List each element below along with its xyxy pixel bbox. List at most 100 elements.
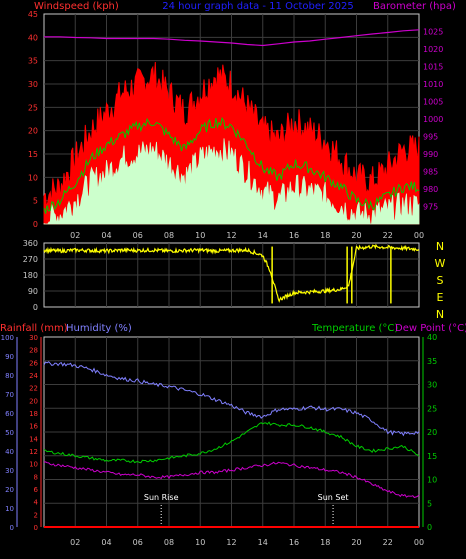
humidity-tick-label: 80: [5, 372, 14, 380]
windspeed-tick-label: 0: [33, 220, 38, 229]
humidity-tick-label: 90: [5, 353, 14, 361]
wind-barometer-panel: 0510152025303540459759809859909951000100…: [28, 10, 444, 240]
barometer-tick-label: 975: [423, 203, 438, 212]
wind-min-area: [43, 138, 420, 225]
rainfall-tick-label: 28: [29, 347, 38, 355]
x-tick-label: 10: [195, 231, 205, 240]
rainfall-tick-label: 18: [29, 410, 38, 418]
temperature-humidity-panel: 0102030405060708090100024681012141618202…: [1, 333, 438, 547]
x-tick-label: 14: [258, 538, 268, 547]
barometer-axis-label: Barometer (hpa): [373, 1, 456, 12]
humidity-tick-label: 20: [5, 486, 14, 494]
dewpoint-line: [43, 461, 420, 499]
barometer-tick-label: 1000: [423, 115, 443, 124]
windspeed-tick-label: 30: [28, 80, 38, 89]
temperature-tick-label: 35: [427, 357, 437, 366]
windspeed-tick-label: 45: [28, 10, 38, 19]
x-tick-label: 02: [70, 231, 80, 240]
humidity-tick-label: 50: [5, 429, 14, 437]
humidity-tick-label: 0: [10, 524, 14, 532]
barometer-tick-label: 1010: [423, 80, 443, 89]
temperature-tick-label: 15: [427, 452, 437, 461]
barometer-tick-label: 995: [423, 133, 438, 142]
x-tick-label: 12: [226, 231, 236, 240]
windspeed-tick-label: 25: [28, 103, 38, 112]
x-tick-label: 08: [164, 231, 174, 240]
windspeed-tick-label: 15: [28, 150, 38, 159]
rainfall-tick-label: 6: [34, 486, 39, 494]
rainfall-tick-label: 12: [29, 448, 38, 456]
windspeed-tick-label: 40: [28, 33, 38, 42]
rainfall-tick-label: 26: [29, 359, 38, 367]
rainfall-axis-label: Rainfall (mm): [0, 323, 68, 334]
barometer-tick-label: 985: [423, 168, 438, 177]
rainfall-tick-label: 4: [34, 499, 39, 507]
x-tick-label: 16: [289, 231, 299, 240]
humidity-tick-label: 100: [1, 334, 14, 342]
rainfall-tick-label: 10: [29, 461, 38, 469]
direction-tick-label: 270: [23, 255, 38, 264]
direction-tick-label: 360: [23, 239, 38, 248]
temperature-tick-label: 25: [427, 404, 437, 413]
humidity-axis-label: Humidity (%): [66, 323, 132, 334]
rainfall-tick-label: 24: [29, 372, 38, 380]
event-label: Sun Set: [318, 493, 349, 502]
x-tick-label: 16: [289, 538, 299, 547]
humidity-tick-label: 30: [5, 467, 14, 475]
temperature-tick-label: 0: [427, 523, 432, 532]
rainfall-tick-label: 22: [29, 385, 38, 393]
x-tick-label: 18: [320, 231, 330, 240]
windspeed-axis-label: Windspeed (kph): [34, 1, 119, 12]
windspeed-tick-label: 5: [33, 197, 38, 206]
x-tick-label: 20: [351, 538, 361, 547]
x-tick-label: 04: [101, 231, 111, 240]
barometer-tick-label: 1015: [423, 63, 443, 72]
compass-label: N: [436, 240, 444, 253]
temperature-tick-label: 30: [427, 381, 437, 390]
rainfall-tick-label: 16: [29, 423, 38, 431]
x-tick-label: 00: [414, 231, 424, 240]
x-tick-label: 04: [101, 538, 111, 547]
rainfall-tick-label: 30: [29, 334, 38, 342]
humidity-tick-label: 70: [5, 391, 14, 399]
x-tick-label: 12: [226, 538, 236, 547]
compass-label: N: [436, 308, 444, 321]
x-tick-label: 20: [351, 231, 361, 240]
windspeed-tick-label: 20: [28, 127, 38, 136]
humidity-line: [43, 361, 420, 437]
temperature-line: [43, 421, 420, 464]
x-tick-label: 22: [383, 538, 393, 547]
barometer-tick-label: 990: [423, 150, 438, 159]
rainfall-tick-label: 20: [29, 397, 38, 405]
direction-tick-label: 180: [23, 271, 38, 280]
direction-tick-label: 90: [28, 287, 38, 296]
compass-label: S: [437, 274, 444, 287]
x-tick-label: 14: [258, 231, 268, 240]
x-tick-label: 02: [70, 538, 80, 547]
temperature-axis-label: Temperature (°C): [311, 323, 398, 334]
chart-title: 24 hour graph data - 11 October 2025: [162, 1, 353, 12]
barometer-tick-label: 1020: [423, 45, 443, 54]
temperature-tick-label: 20: [427, 428, 437, 437]
humidity-tick-label: 40: [5, 448, 14, 456]
wind-direction-trace: [43, 243, 420, 303]
x-tick-label: 06: [133, 231, 143, 240]
humidity-tick-label: 60: [5, 410, 14, 418]
barometer-tick-label: 980: [423, 185, 438, 194]
x-tick-label: 22: [383, 231, 393, 240]
x-tick-label: 10: [195, 538, 205, 547]
direction-tick-label: 0: [33, 303, 38, 312]
rainfall-tick-label: 2: [34, 511, 38, 519]
rainfall-tick-label: 0: [34, 524, 38, 532]
humidity-tick-label: 10: [5, 505, 14, 513]
compass-label: W: [435, 257, 446, 270]
windspeed-tick-label: 10: [28, 173, 38, 182]
x-tick-label: 18: [320, 538, 330, 547]
barometer-tick-label: 1025: [423, 28, 443, 37]
event-label: Sun Rise: [144, 493, 179, 502]
barometer-tick-label: 1005: [423, 98, 443, 107]
x-tick-label: 08: [164, 538, 174, 547]
temperature-tick-label: 40: [427, 333, 437, 342]
